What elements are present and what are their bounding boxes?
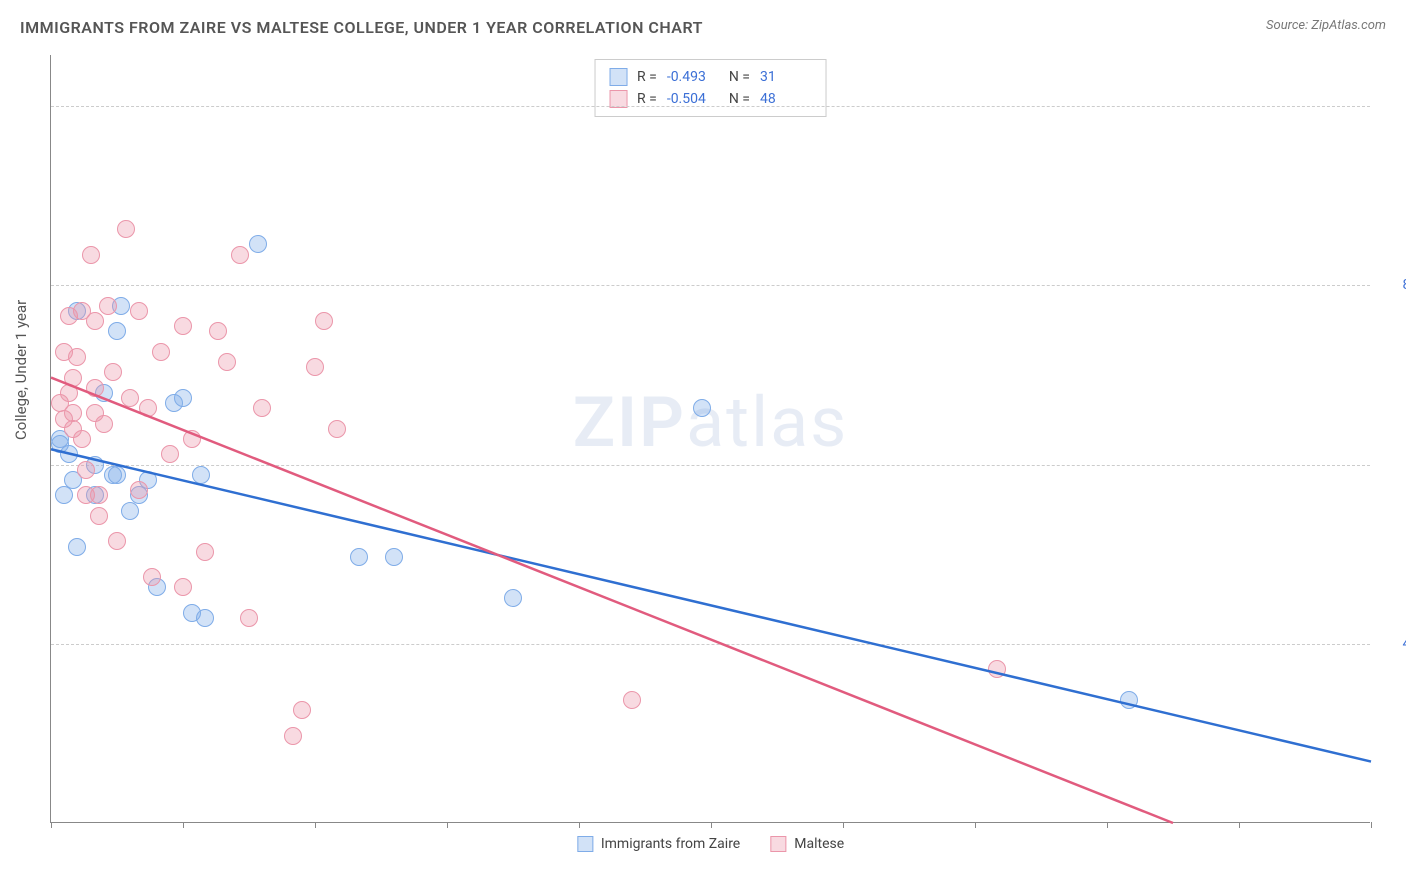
data-point bbox=[95, 415, 113, 433]
data-point bbox=[284, 727, 302, 745]
regression-line bbox=[51, 449, 1371, 761]
data-point bbox=[77, 461, 95, 479]
data-point bbox=[86, 379, 104, 397]
gridline bbox=[51, 644, 1370, 645]
data-point bbox=[240, 609, 258, 627]
n-label: N = bbox=[729, 69, 750, 85]
data-point bbox=[192, 466, 210, 484]
data-point bbox=[183, 430, 201, 448]
data-point bbox=[64, 369, 82, 387]
data-point bbox=[68, 348, 86, 366]
r-value: -0.504 bbox=[667, 91, 719, 107]
data-point bbox=[988, 660, 1006, 678]
data-point bbox=[161, 445, 179, 463]
data-point bbox=[196, 609, 214, 627]
data-point bbox=[90, 486, 108, 504]
data-point bbox=[130, 481, 148, 499]
x-tick bbox=[1371, 822, 1372, 828]
scatter-chart: ZIPatlas R = -0.493 N = 31 R = -0.504 N … bbox=[50, 55, 1370, 823]
data-point bbox=[55, 486, 73, 504]
gridline bbox=[51, 465, 1370, 466]
legend-label: Maltese bbox=[794, 836, 844, 852]
data-point bbox=[623, 691, 641, 709]
data-point bbox=[73, 430, 91, 448]
data-point bbox=[68, 538, 86, 556]
data-point bbox=[64, 404, 82, 422]
x-tick bbox=[183, 822, 184, 828]
data-point bbox=[385, 548, 403, 566]
data-point bbox=[82, 246, 100, 264]
gridline bbox=[51, 285, 1370, 286]
data-point bbox=[108, 466, 126, 484]
swatch-icon bbox=[770, 836, 786, 852]
data-point bbox=[293, 701, 311, 719]
x-tick bbox=[843, 822, 844, 828]
source-attribution: Source: ZipAtlas.com bbox=[1266, 18, 1386, 33]
x-tick bbox=[975, 822, 976, 828]
data-point bbox=[121, 502, 139, 520]
data-point bbox=[306, 358, 324, 376]
x-tick bbox=[1107, 822, 1108, 828]
data-point bbox=[86, 312, 104, 330]
x-tick bbox=[447, 822, 448, 828]
data-point bbox=[99, 297, 117, 315]
x-tick bbox=[315, 822, 316, 828]
chart-title: IMMIGRANTS FROM ZAIRE VS MALTESE COLLEGE… bbox=[20, 18, 1386, 37]
data-point bbox=[121, 389, 139, 407]
gridline bbox=[51, 106, 1370, 107]
y-tick-label: 82.5% bbox=[1380, 277, 1406, 293]
swatch-icon bbox=[577, 836, 593, 852]
n-label: N = bbox=[729, 91, 750, 107]
legend-item-maltese: Maltese bbox=[770, 836, 844, 852]
series-legend: Immigrants from Zaire Maltese bbox=[577, 836, 844, 852]
x-tick bbox=[1239, 822, 1240, 828]
data-point bbox=[90, 507, 108, 525]
n-value: 48 bbox=[760, 91, 812, 107]
data-point bbox=[174, 578, 192, 596]
legend-item-zaire: Immigrants from Zaire bbox=[577, 836, 740, 852]
data-point bbox=[209, 322, 227, 340]
data-point bbox=[143, 568, 161, 586]
correlation-legend: R = -0.493 N = 31 R = -0.504 N = 48 bbox=[594, 59, 827, 117]
data-point bbox=[174, 389, 192, 407]
y-axis-label: College, Under 1 year bbox=[12, 300, 30, 440]
data-point bbox=[152, 343, 170, 361]
legend-row-zaire: R = -0.493 N = 31 bbox=[609, 66, 812, 88]
data-point bbox=[231, 246, 249, 264]
data-point bbox=[117, 220, 135, 238]
swatch-icon bbox=[609, 68, 627, 86]
data-point bbox=[108, 322, 126, 340]
regression-line bbox=[51, 378, 1173, 823]
data-point bbox=[253, 399, 271, 417]
data-point bbox=[1120, 691, 1138, 709]
data-point bbox=[108, 532, 126, 550]
x-tick bbox=[711, 822, 712, 828]
watermark: ZIPatlas bbox=[573, 382, 849, 464]
r-label: R = bbox=[637, 91, 657, 107]
data-point bbox=[504, 589, 522, 607]
data-point bbox=[60, 384, 78, 402]
legend-label: Immigrants from Zaire bbox=[601, 836, 740, 852]
data-point bbox=[693, 399, 711, 417]
data-point bbox=[104, 363, 122, 381]
data-point bbox=[196, 543, 214, 561]
data-point bbox=[174, 317, 192, 335]
data-point bbox=[249, 235, 267, 253]
r-value: -0.493 bbox=[667, 69, 719, 85]
y-tick-label: 47.5% bbox=[1380, 636, 1406, 652]
data-point bbox=[139, 399, 157, 417]
data-point bbox=[130, 302, 148, 320]
data-point bbox=[350, 548, 368, 566]
trend-lines bbox=[51, 55, 1371, 823]
x-tick bbox=[579, 822, 580, 828]
x-tick bbox=[51, 822, 52, 828]
data-point bbox=[328, 420, 346, 438]
r-label: R = bbox=[637, 69, 657, 85]
data-point bbox=[60, 445, 78, 463]
data-point bbox=[315, 312, 333, 330]
n-value: 31 bbox=[760, 69, 812, 85]
data-point bbox=[218, 353, 236, 371]
